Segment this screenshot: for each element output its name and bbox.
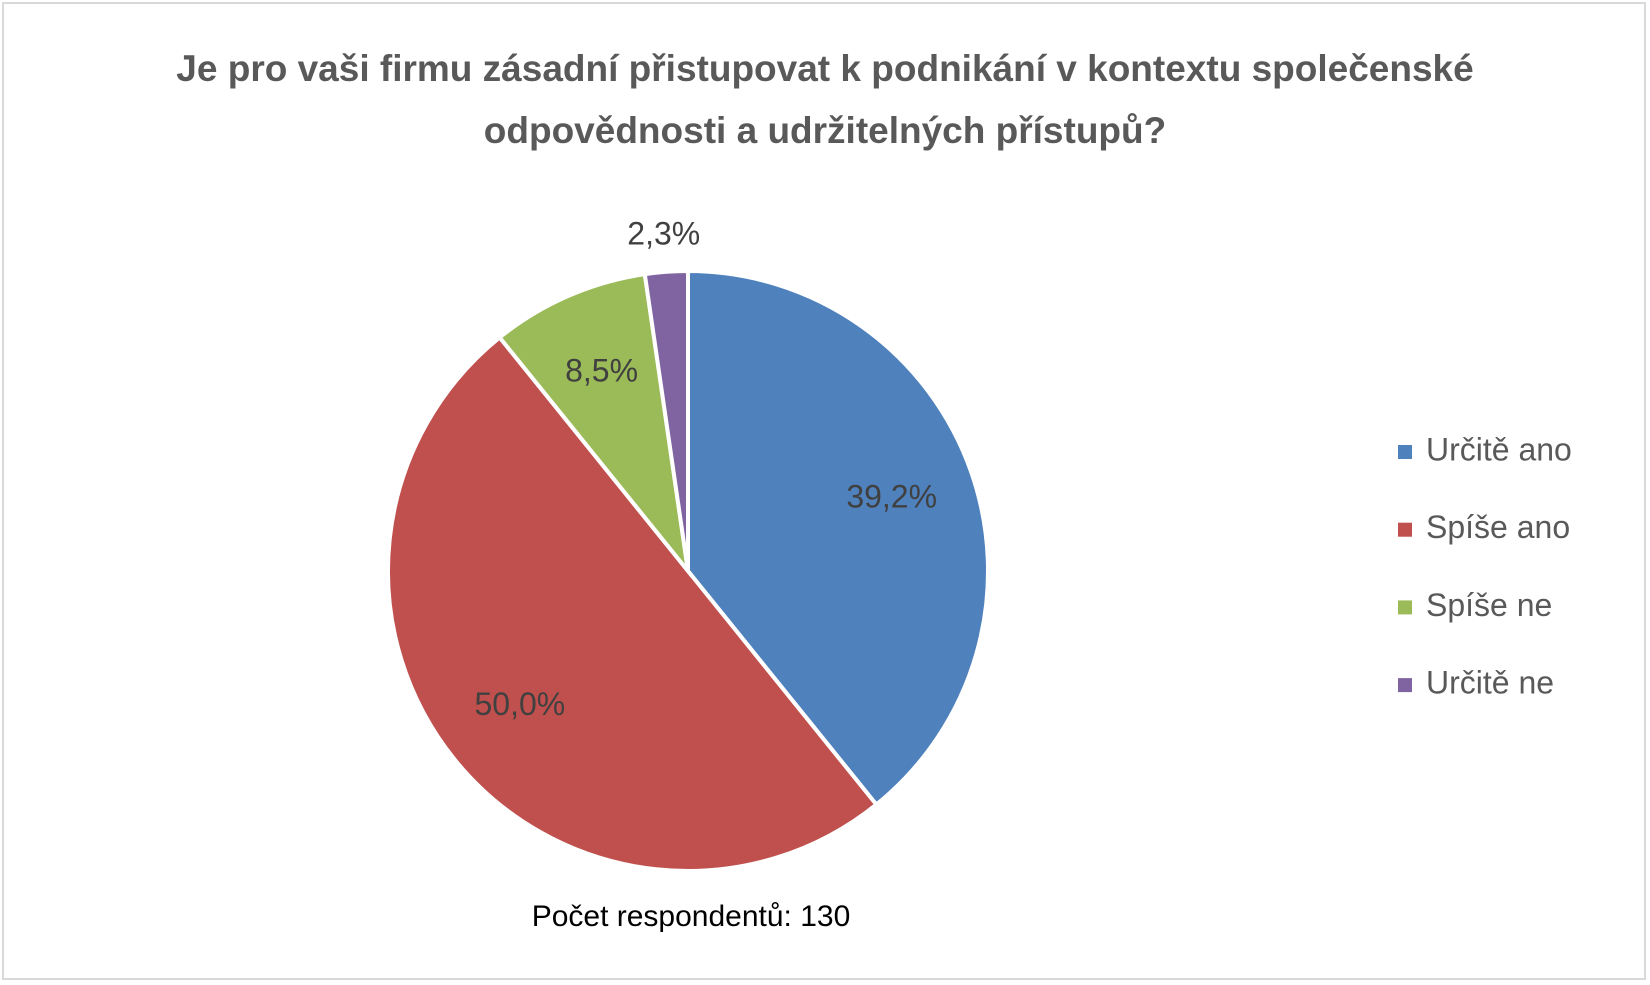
legend-label: Spíše ne [1426, 587, 1552, 623]
legend-label: Určitě ano [1426, 431, 1572, 467]
chart-title: Je pro vaši firmu zásadní přistupovat k … [176, 48, 1474, 151]
data-label: 8,5% [565, 352, 638, 388]
legend-marker [1398, 678, 1412, 693]
legend-marker [1398, 600, 1412, 615]
legend-marker [1398, 522, 1412, 537]
annotation: Počet respondentů: 130 [532, 900, 851, 933]
pie-slice [686, 268, 990, 808]
data-label: 39,2% [846, 479, 937, 515]
legend-label: Spíše ano [1426, 509, 1570, 545]
pie-slice [642, 268, 690, 572]
data-label: 50,0% [474, 686, 565, 722]
data-label: 2,3% [627, 215, 700, 251]
legend-label: Určitě ne [1426, 665, 1554, 701]
pie-slice [385, 334, 880, 874]
legend-marker [1398, 445, 1412, 459]
pie-slice [496, 271, 692, 578]
